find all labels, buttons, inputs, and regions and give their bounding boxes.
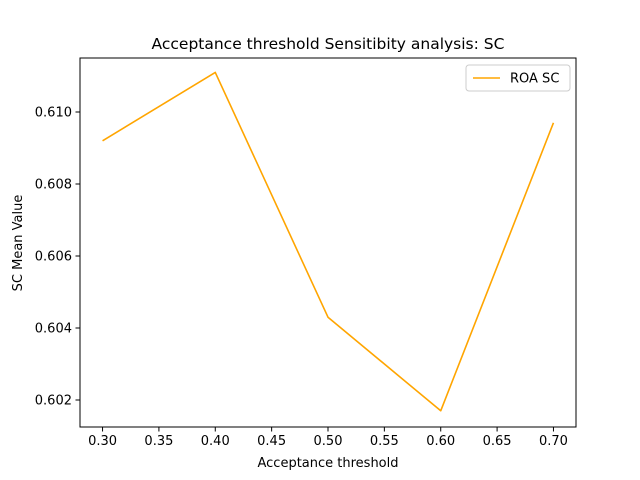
x-tick-label: 0.45 [257, 434, 286, 449]
legend-box [465, 64, 571, 92]
series-layer [102, 71, 555, 412]
y-axis-label: SC Mean Value [11, 195, 26, 292]
legend: ROA SC [465, 64, 571, 92]
x-tick-label: 0.55 [370, 434, 399, 449]
chart-title: Acceptance threshold Sensitibity analysi… [152, 35, 505, 53]
x-tick-label: 0.60 [426, 434, 455, 449]
y-tick-label: 0.606 [35, 250, 72, 265]
x-tick-label: 0.40 [201, 434, 230, 449]
x-tick-label: 0.65 [483, 434, 512, 449]
y-tick-label: 0.608 [35, 178, 72, 193]
y-tick-label: 0.604 [35, 322, 72, 337]
x-tick-label: 0.35 [144, 434, 173, 449]
x-tick-label: 0.70 [539, 434, 568, 449]
x-tick-label: 0.30 [88, 434, 117, 449]
y-tick-label: 0.602 [35, 394, 72, 409]
y-axis: 0.602 0.604 0.606 0.608 0.610 [35, 106, 80, 409]
x-axis-label: Acceptance threshold [257, 456, 398, 471]
x-tick-label: 0.50 [314, 434, 343, 449]
x-axis: 0.30 0.35 0.40 0.45 0.50 0.55 0.60 0.65 0.70 [88, 427, 568, 449]
series-line [102, 71, 555, 412]
legend-label: ROA SC [510, 72, 559, 87]
y-tick-label: 0.610 [35, 106, 72, 121]
